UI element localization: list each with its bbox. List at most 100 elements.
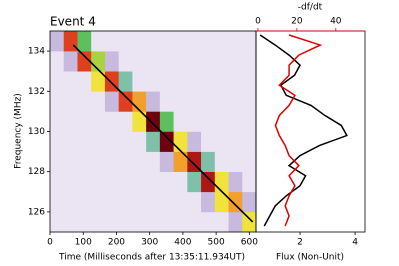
heat-cell: [104, 171, 119, 193]
heat-cell: [187, 71, 202, 92]
x-tick-label: 4: [352, 238, 358, 248]
heat-cell: [214, 91, 229, 112]
heat-cell: [118, 31, 133, 52]
heat-cell: [50, 151, 65, 172]
heat-cell: [118, 131, 133, 152]
heat-cell: [118, 151, 133, 172]
heat-cell: [173, 191, 188, 213]
heat-cell: [228, 71, 243, 92]
x-tick-label: 0: [47, 238, 53, 248]
heat-cell: [214, 171, 229, 193]
heat-cell: [159, 151, 174, 172]
x-tick-label: 100: [75, 238, 92, 248]
heat-cell: [63, 171, 78, 193]
heat-cell: [63, 151, 78, 172]
heat-cell: [214, 131, 229, 152]
heat-cell: [242, 51, 257, 72]
heat-cell: [242, 211, 257, 233]
heat-cell: [159, 191, 174, 213]
heat-cell: [104, 91, 119, 112]
heat-cell: [50, 71, 65, 92]
heat-cell: [242, 151, 257, 172]
heat-cell: [228, 191, 243, 213]
heat-cell: [146, 211, 161, 233]
heat-cell: [118, 71, 133, 92]
heat-cell: [91, 71, 106, 92]
heat-cell: [214, 51, 229, 72]
heat-cell: [173, 31, 188, 52]
series-line: [259, 34, 348, 227]
heat-cell: [214, 111, 229, 132]
heat-cell: [159, 211, 174, 233]
heat-cell: [77, 111, 92, 132]
heat-cell: [201, 31, 216, 52]
x-tick-label: 400: [174, 238, 191, 248]
heat-cell: [201, 91, 216, 112]
heat-cell: [242, 131, 257, 152]
heat-cell: [50, 111, 65, 132]
heat-cell: [50, 31, 65, 52]
heat-cell: [173, 211, 188, 233]
heat-cell: [91, 91, 106, 112]
heat-cell: [146, 51, 161, 72]
heat-cell: [173, 131, 188, 152]
heat-cell: [132, 171, 147, 193]
series-line: [274, 34, 323, 227]
heat-cell: [63, 71, 78, 92]
heat-cell: [187, 51, 202, 72]
heat-cell: [146, 71, 161, 92]
heat-cell: [228, 211, 243, 233]
heat-cell: [104, 111, 119, 132]
heat-cell: [77, 71, 92, 92]
heat-cell: [91, 191, 106, 213]
heat-cell: [187, 31, 202, 52]
heat-cell: [159, 111, 174, 132]
y-tick-label: 130: [28, 127, 45, 137]
heat-cell: [132, 91, 147, 112]
x-tick-label: 500: [208, 238, 225, 248]
heat-cell: [118, 111, 133, 132]
heat-cell: [50, 91, 65, 112]
heat-cell: [242, 71, 257, 92]
heat-cell: [118, 191, 133, 213]
heat-cell: [159, 31, 174, 52]
heat-cell: [173, 71, 188, 92]
heat-cell: [228, 91, 243, 112]
heat-cell: [173, 51, 188, 72]
heat-cell: [159, 91, 174, 112]
heat-cell: [91, 131, 106, 152]
heat-cell: [242, 111, 257, 132]
x-axis-label: Time (Milliseconds after 13:35:11.934UT): [58, 253, 245, 263]
heat-cell: [50, 131, 65, 152]
x-axis-label: Flux (Non-Unit): [276, 253, 344, 263]
heat-cell: [91, 51, 106, 72]
heat-cell: [91, 171, 106, 193]
heat-cell: [242, 31, 257, 52]
heat-cell: [187, 191, 202, 213]
heat-cell: [228, 131, 243, 152]
heat-cell: [50, 171, 65, 193]
heat-cell: [214, 211, 229, 233]
y-tick-label: 134: [28, 47, 45, 57]
heat-cell: [104, 131, 119, 152]
x-tick-label: 600: [241, 238, 258, 248]
heat-cell: [77, 171, 92, 193]
heat-cell: [187, 111, 202, 132]
x2-axis-label: -df/dt: [298, 3, 323, 13]
heat-cell: [187, 131, 202, 152]
heat-cell: [242, 91, 257, 112]
heat-cell: [91, 111, 106, 132]
y-axis-label: Frequency (MHz): [14, 93, 24, 169]
heat-cell: [146, 91, 161, 112]
heat-cell: [159, 51, 174, 72]
heat-cell: [228, 171, 243, 193]
heat-cell: [201, 191, 216, 213]
heat-cell: [242, 191, 257, 213]
heat-cell: [118, 91, 133, 112]
chart-title: Event 4: [50, 15, 96, 29]
fit-line: [72, 44, 254, 223]
heat-cell: [118, 211, 133, 233]
heat-cell: [63, 191, 78, 213]
heat-cell: [77, 211, 92, 233]
heat-cell: [187, 211, 202, 233]
